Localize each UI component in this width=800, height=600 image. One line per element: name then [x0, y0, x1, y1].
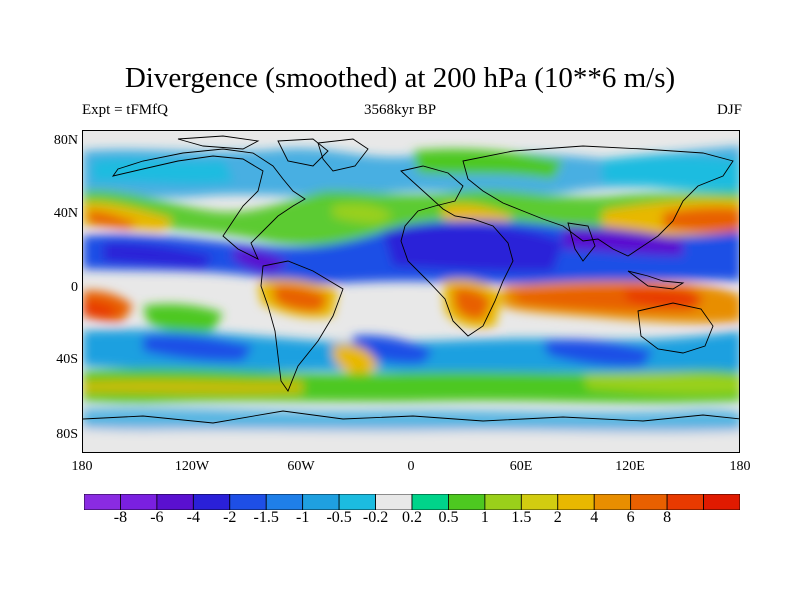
- colorbar-label: 6: [626, 509, 635, 526]
- colorbar-label: 1: [480, 509, 489, 526]
- lat-tick-40s: 40S: [56, 352, 78, 367]
- colorbar-label: 0.5: [438, 509, 459, 526]
- colorbar-label: -4: [186, 509, 200, 526]
- colorbar-label: 0.2: [402, 509, 422, 526]
- lon-tick-60w: 60W: [287, 459, 315, 474]
- lat-tick-80s: 80S: [56, 427, 78, 442]
- colorbar-swatch: [192, 494, 231, 510]
- colorbar-swatch: [593, 494, 632, 510]
- colorbar-swatch: [120, 494, 158, 510]
- colorbar-label: -2: [223, 509, 237, 526]
- colorbar: [84, 494, 740, 510]
- lat-tick-40n: 40N: [53, 206, 78, 221]
- lon-tick-120e: 120E: [615, 459, 645, 474]
- colorbar-swatch: [338, 494, 376, 510]
- lon-tick-120w: 120W: [174, 459, 210, 474]
- colorbar-swatch: [484, 494, 522, 510]
- time-label: 3568kyr BP: [363, 102, 437, 118]
- colorbar-label: -0.5: [326, 509, 352, 526]
- colorbar-label: -1: [295, 509, 310, 526]
- colorbar-swatch: [265, 494, 304, 510]
- colorbar-label: 8: [663, 509, 672, 526]
- season-label: DJF: [716, 102, 742, 118]
- colorbar-swatch: [666, 494, 704, 510]
- colorbar-label: -0.2: [362, 509, 389, 526]
- colorbar-label: -1.5: [253, 509, 279, 526]
- colorbar-swatch: [520, 494, 559, 510]
- colorbar-label: -6: [150, 509, 164, 526]
- lat-tick-0: 0: [71, 280, 78, 295]
- colorbar-label: 1.5: [511, 509, 532, 526]
- lat-tick-80n: 80N: [53, 133, 78, 148]
- colorbar-swatch: [448, 494, 486, 510]
- colorbar-swatch: [375, 494, 413, 510]
- divergence-field: [83, 131, 739, 452]
- colorbar-swatch: [703, 494, 740, 510]
- map-title: Divergence (smoothed) at 200 hPa (10**6 …: [124, 62, 676, 94]
- experiment-label: Expt = tFMfQ: [82, 102, 168, 118]
- colorbar-swatch: [557, 494, 595, 510]
- colorbar-swatch: [411, 494, 449, 510]
- colorbar-swatch: [302, 494, 340, 510]
- colorbar-label: 2: [553, 509, 562, 526]
- lon-tick-180e: 180: [729, 459, 751, 474]
- colorbar-swatch: [156, 494, 194, 510]
- lon-tick-0: 0: [407, 459, 415, 474]
- lon-tick-60e: 60E: [509, 459, 533, 474]
- colorbar-label: -8: [113, 509, 128, 526]
- map-plot-area: [82, 130, 740, 453]
- colorbar-swatch: [630, 494, 668, 510]
- colorbar-label: 4: [590, 509, 599, 526]
- colorbar-swatch: [229, 494, 267, 510]
- lon-tick-180w: 180: [71, 459, 93, 474]
- colorbar-swatch: [84, 494, 121, 510]
